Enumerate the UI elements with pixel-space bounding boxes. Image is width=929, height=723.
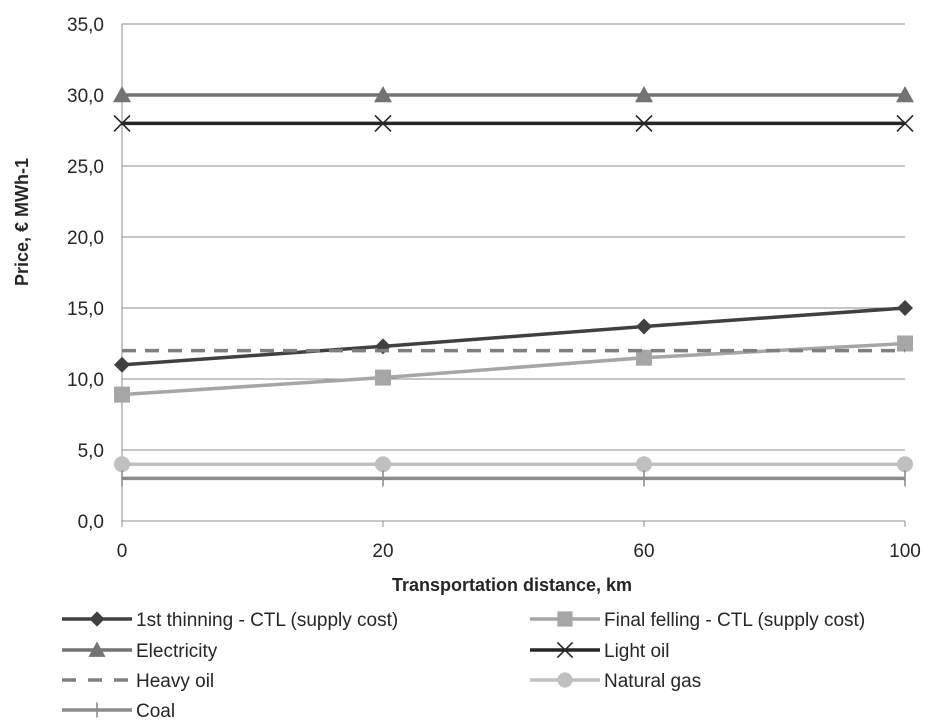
legend-label: Heavy oil [136, 671, 214, 692]
legend-label: Final felling - CTL (supply cost) [604, 610, 865, 631]
data-point-marker [897, 456, 913, 473]
series-5 [114, 456, 913, 473]
data-point-marker [635, 86, 653, 103]
data-point-marker [114, 356, 130, 373]
legend-label: Coal [136, 701, 175, 722]
data-point-marker [896, 86, 914, 103]
series-2 [113, 86, 914, 103]
legend: 1st thinning - CTL (supply cost) Final fe… [62, 610, 865, 722]
data-point-marker [374, 114, 392, 132]
y-tick-label: 30,0 [67, 86, 104, 107]
data-point-marker [557, 672, 573, 688]
data-point-marker [896, 114, 914, 132]
data-point-marker [897, 335, 913, 352]
legend-label: 1st thinning - CTL (supply cost) [136, 610, 398, 631]
data-point-marker [635, 114, 653, 132]
data-point-marker [636, 318, 652, 335]
legend-entry: 1st thinning - CTL (supply cost) [62, 610, 398, 631]
y-tick-label: 10,0 [67, 370, 104, 391]
legend-entry: Electricity [62, 641, 218, 662]
data-point-marker [113, 114, 131, 132]
data-point-marker [375, 456, 391, 473]
data-point-marker [556, 641, 574, 659]
data-point-marker [88, 641, 106, 657]
data-point-marker [636, 349, 652, 366]
series-line [121, 306, 906, 367]
legend-entry: Natural gas [530, 671, 701, 692]
y-tick-label: 35,0 [67, 15, 104, 36]
y-tick-label: 20,0 [67, 228, 104, 249]
legend-label: Electricity [136, 641, 218, 662]
series-3 [113, 114, 914, 132]
legend-entry: Final felling - CTL (supply cost) [530, 610, 865, 631]
data-point-marker [113, 86, 131, 103]
data-point-marker [375, 369, 391, 386]
y-tick-label: 15,0 [67, 299, 104, 320]
data-point-marker [897, 300, 913, 316]
series-group [113, 86, 914, 487]
legend-label: Natural gas [604, 671, 701, 692]
series-0 [114, 300, 913, 373]
x-tick-label: 20 [372, 541, 393, 562]
tick-labels: 0,0 5,0 10,0 15,0 20,0 25,0 30,0 35,0 0 20 60 100 [67, 15, 921, 562]
x-tick-label: 100 [889, 541, 921, 562]
axes [121, 24, 906, 527]
y-tick-label: 5,0 [78, 441, 104, 462]
x-tick-label: 0 [117, 541, 128, 562]
data-point-marker [114, 456, 130, 473]
legend-label: Light oil [604, 641, 670, 662]
x-axis-title: Transportation distance, km [392, 575, 632, 595]
legend-entry: Heavy oil [62, 671, 214, 692]
y-tick-label: 25,0 [67, 157, 104, 178]
series-1 [114, 335, 913, 403]
data-point-marker [374, 86, 392, 103]
y-tick-label: 0,0 [78, 512, 104, 533]
data-point-marker [636, 456, 652, 473]
legend-entry: Coal [62, 701, 175, 722]
data-point-marker [114, 386, 130, 403]
y-axis-title: Price, € MWh-1 [12, 158, 32, 286]
data-point-marker [557, 611, 573, 627]
x-tick-label: 60 [633, 541, 654, 562]
legend-entry: Light oil [530, 641, 670, 662]
series-6 [121, 470, 906, 487]
data-point-marker [89, 611, 105, 627]
